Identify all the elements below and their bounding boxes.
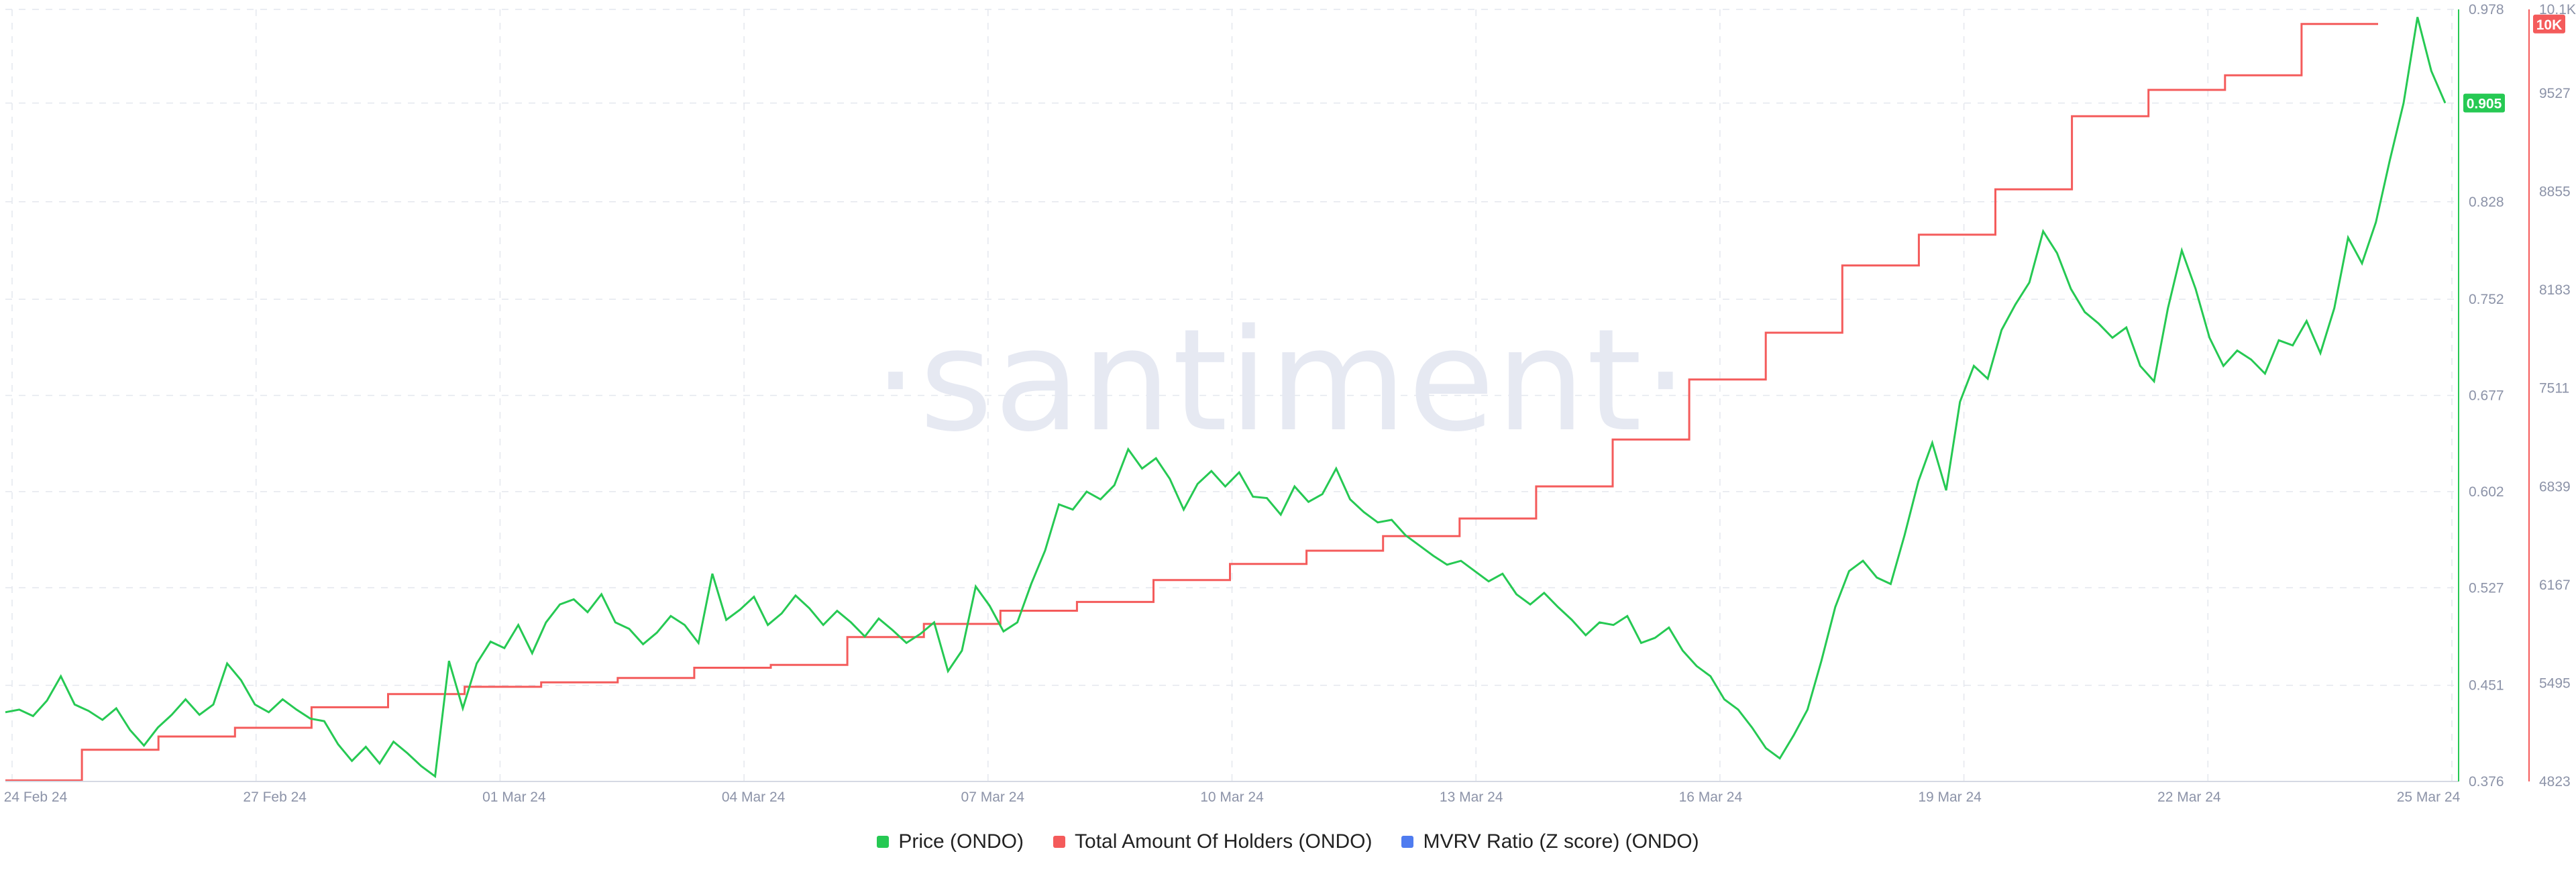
legend-label: MVRV Ratio (Z score) (ONDO) <box>1423 830 1699 853</box>
y-axis-ticks: 0.978 0.828 0.752 0.677 0.602 0.527 0.451 0.376… <box>2469 2 2576 789</box>
holders-tick-label: 6167 <box>2539 578 2571 593</box>
holders-last-value-label: 10K <box>2536 17 2563 33</box>
chart-axes <box>5 9 2530 782</box>
price-tick-label: 0.376 <box>2469 774 2504 789</box>
legend-swatch <box>1053 836 1066 848</box>
x-axis-ticks: 24 Feb 24 27 Feb 24 01 Mar 24 04 Mar 24 07 M… <box>4 789 2461 805</box>
x-tick-label: 13 Mar 24 <box>1440 789 1503 805</box>
holders-tick-label: 8855 <box>2539 184 2571 200</box>
price-tick-label: 0.451 <box>2469 678 2504 694</box>
holders-tick-label: 7511 <box>2539 381 2569 396</box>
x-tick-label: 07 Mar 24 <box>961 789 1025 805</box>
legend-item[interactable]: Total Amount Of Holders (ONDO) <box>1053 830 1372 853</box>
legend-swatch <box>1401 836 1414 848</box>
holders-tick-label: 10.1K <box>2539 2 2576 17</box>
x-tick-label: 04 Mar 24 <box>722 789 786 805</box>
legend-item[interactable]: Price (ONDO) <box>877 830 1024 853</box>
price-tick-label: 0.978 <box>2469 2 2504 17</box>
x-tick-label: 01 Mar 24 <box>482 789 546 805</box>
price-tick-label: 0.677 <box>2469 388 2504 404</box>
x-tick-label: 19 Mar 24 <box>1918 789 1982 805</box>
price-tick-label: 0.752 <box>2469 292 2504 307</box>
x-tick-label: 10 Mar 24 <box>1200 789 1264 805</box>
holders-tick-label: 9527 <box>2539 86 2571 101</box>
holders-last-value-badge <box>2533 14 2565 34</box>
x-tick-label: 16 Mar 24 <box>1679 789 1743 805</box>
legend-label: Price (ONDO) <box>898 830 1024 853</box>
price-tick-label: 0.602 <box>2469 484 2504 500</box>
holders-tick-label: 5495 <box>2539 675 2571 691</box>
holders-tick-label: 6839 <box>2539 479 2571 494</box>
legend-swatch <box>877 836 890 848</box>
x-tick-label: 27 Feb 24 <box>243 789 307 805</box>
last-value-badges: 0.905 10K <box>2463 14 2565 113</box>
x-tick-label: 22 Mar 24 <box>2157 789 2221 805</box>
legend-label: Total Amount Of Holders (ONDO) <box>1075 830 1373 853</box>
price-tick-label: 0.828 <box>2469 195 2504 210</box>
holders-tick-label: 8183 <box>2539 282 2571 298</box>
price-series-line <box>5 17 2447 779</box>
x-tick-label: 25 Mar 24 <box>2397 789 2461 805</box>
santiment-watermark: ·santiment· <box>873 298 1690 463</box>
price-last-value-badge <box>2463 93 2505 113</box>
chart-legend: Price (ONDO) Total Amount Of Holders (OND… <box>0 830 2576 853</box>
price-line <box>5 17 2447 779</box>
legend-item[interactable]: MVRV Ratio (Z score) (ONDO) <box>1401 830 1699 853</box>
price-last-value-label: 0.905 <box>2467 97 2502 112</box>
price-tick-label: 0.527 <box>2469 580 2504 596</box>
holders-tick-label: 4823 <box>2539 774 2571 789</box>
x-tick-label: 24 Feb 24 <box>4 789 68 805</box>
holders-line <box>5 23 2378 781</box>
holders-series-line <box>5 23 2378 781</box>
